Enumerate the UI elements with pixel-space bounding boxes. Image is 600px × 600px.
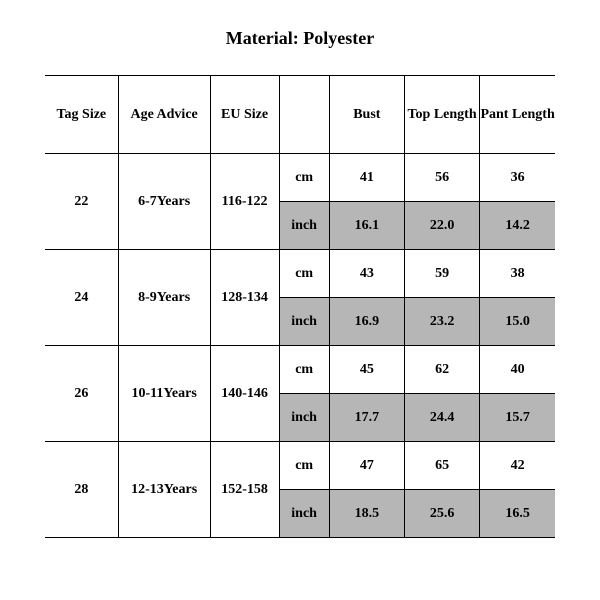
cell-bust-cm: 41: [329, 154, 404, 202]
size-table-container: Tag Size Age Advice EU Size Bust Top Len…: [0, 75, 600, 538]
cell-unit-inch: inch: [279, 202, 329, 250]
cell-unit-cm: cm: [279, 346, 329, 394]
size-table: Tag Size Age Advice EU Size Bust Top Len…: [45, 75, 555, 538]
cell-eu: 128-134: [210, 250, 279, 346]
col-tag-size: Tag Size: [45, 76, 118, 154]
col-eu-size: EU Size: [210, 76, 279, 154]
cell-pant-cm: 38: [480, 250, 555, 298]
cell-bust-inch: 18.5: [329, 490, 404, 538]
cell-bust-inch: 16.1: [329, 202, 404, 250]
cell-tag: 22: [45, 154, 118, 250]
cell-bust-inch: 16.9: [329, 298, 404, 346]
cell-pant-cm: 36: [480, 154, 555, 202]
cell-tag: 28: [45, 442, 118, 538]
cell-top-inch: 22.0: [404, 202, 479, 250]
cell-bust-cm: 45: [329, 346, 404, 394]
cell-unit-inch: inch: [279, 490, 329, 538]
table-header-row: Tag Size Age Advice EU Size Bust Top Len…: [45, 76, 555, 154]
col-age-advice: Age Advice: [118, 76, 210, 154]
col-unit: [279, 76, 329, 154]
cell-unit-cm: cm: [279, 442, 329, 490]
cell-pant-inch: 14.2: [480, 202, 555, 250]
cell-age: 10-11Years: [118, 346, 210, 442]
cell-unit-inch: inch: [279, 394, 329, 442]
cell-pant-cm: 40: [480, 346, 555, 394]
col-pant-length: Pant Length: [480, 76, 555, 154]
cell-unit-cm: cm: [279, 154, 329, 202]
cell-tag: 24: [45, 250, 118, 346]
table-row: 24 8-9Years 128-134 cm 43 59 38: [45, 250, 555, 298]
cell-pant-inch: 16.5: [480, 490, 555, 538]
cell-eu: 152-158: [210, 442, 279, 538]
cell-bust-inch: 17.7: [329, 394, 404, 442]
table-row: 22 6-7Years 116-122 cm 41 56 36: [45, 154, 555, 202]
cell-pant-inch: 15.0: [480, 298, 555, 346]
cell-tag: 26: [45, 346, 118, 442]
cell-unit-inch: inch: [279, 298, 329, 346]
cell-unit-cm: cm: [279, 250, 329, 298]
cell-age: 12-13Years: [118, 442, 210, 538]
table-row: 28 12-13Years 152-158 cm 47 65 42: [45, 442, 555, 490]
col-top-length: Top Length: [404, 76, 479, 154]
page-title: Material: Polyester: [0, 0, 600, 75]
cell-bust-cm: 47: [329, 442, 404, 490]
cell-top-cm: 62: [404, 346, 479, 394]
cell-top-cm: 59: [404, 250, 479, 298]
table-row: 26 10-11Years 140-146 cm 45 62 40: [45, 346, 555, 394]
cell-top-cm: 56: [404, 154, 479, 202]
cell-top-inch: 24.4: [404, 394, 479, 442]
cell-bust-cm: 43: [329, 250, 404, 298]
cell-top-inch: 25.6: [404, 490, 479, 538]
cell-top-inch: 23.2: [404, 298, 479, 346]
cell-pant-inch: 15.7: [480, 394, 555, 442]
cell-age: 6-7Years: [118, 154, 210, 250]
cell-eu: 140-146: [210, 346, 279, 442]
cell-eu: 116-122: [210, 154, 279, 250]
cell-pant-cm: 42: [480, 442, 555, 490]
cell-top-cm: 65: [404, 442, 479, 490]
col-bust: Bust: [329, 76, 404, 154]
cell-age: 8-9Years: [118, 250, 210, 346]
